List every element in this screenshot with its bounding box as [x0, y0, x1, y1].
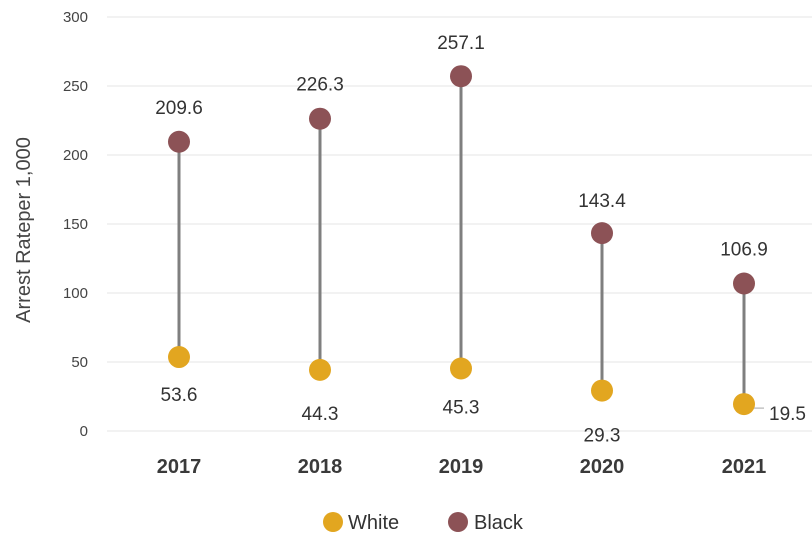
y-tick-label: 100 — [63, 285, 88, 302]
legend-label-black: Black — [474, 512, 524, 534]
x-tick-label: 2019 — [439, 456, 484, 478]
data-label-white: 53.6 — [161, 385, 198, 406]
data-label-white: 29.3 — [584, 426, 621, 447]
dot-black — [309, 107, 331, 130]
data-label-black: 226.3 — [296, 75, 344, 96]
y-axis-ticks: 0 50 100 150 200 250 300 — [63, 9, 88, 440]
data-label-black: 106.9 — [720, 239, 768, 260]
data-points — [168, 65, 755, 416]
y-tick-label: 50 — [71, 354, 88, 371]
dot-white — [733, 393, 755, 416]
y-tick-label: 300 — [63, 9, 88, 26]
legend-label-white: White — [348, 512, 399, 534]
dot-black — [591, 222, 613, 245]
y-tick-label: 0 — [80, 423, 88, 440]
data-label-black: 209.6 — [155, 98, 203, 119]
x-tick-label: 2018 — [298, 456, 343, 478]
dot-white — [591, 379, 613, 402]
dot-white — [168, 346, 190, 369]
x-tick-label: 2020 — [580, 456, 625, 478]
legend: White Black — [323, 512, 524, 534]
x-tick-label: 2017 — [157, 456, 202, 478]
y-tick-label: 250 — [63, 78, 88, 95]
data-label-white: 44.3 — [302, 404, 339, 425]
y-tick-label: 200 — [63, 147, 88, 164]
x-tick-label: 2021 — [722, 456, 767, 478]
dot-white — [450, 357, 472, 380]
legend-marker-white — [323, 512, 343, 532]
data-label-black: 143.4 — [578, 191, 626, 212]
data-label-white: 19.5 — [769, 404, 806, 425]
legend-marker-black — [448, 512, 468, 532]
x-axis-ticks: 2017 2018 2019 2020 2021 — [157, 456, 767, 478]
dot-black — [450, 65, 472, 88]
data-label-white: 45.3 — [443, 397, 480, 418]
data-labels: 209.6 53.6 226.3 44.3 257.1 45.3 143.4 29.3 106.… — [155, 33, 806, 446]
y-axis-label: Arrest Rateper 1,000 — [13, 137, 35, 323]
data-label-black: 257.1 — [437, 33, 485, 54]
dot-white — [309, 358, 331, 381]
dot-black — [168, 130, 190, 153]
connector-lines — [177, 76, 746, 405]
y-tick-label: 150 — [63, 216, 88, 233]
dot-black — [733, 272, 755, 295]
